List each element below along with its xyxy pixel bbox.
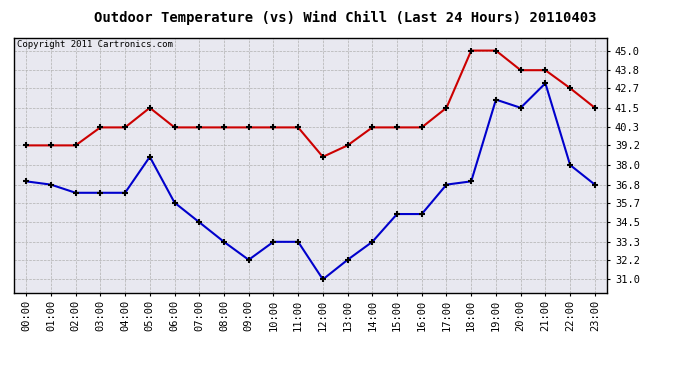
Text: Outdoor Temperature (vs) Wind Chill (Last 24 Hours) 20110403: Outdoor Temperature (vs) Wind Chill (Las…: [94, 11, 596, 26]
Text: Copyright 2011 Cartronics.com: Copyright 2011 Cartronics.com: [17, 40, 172, 49]
